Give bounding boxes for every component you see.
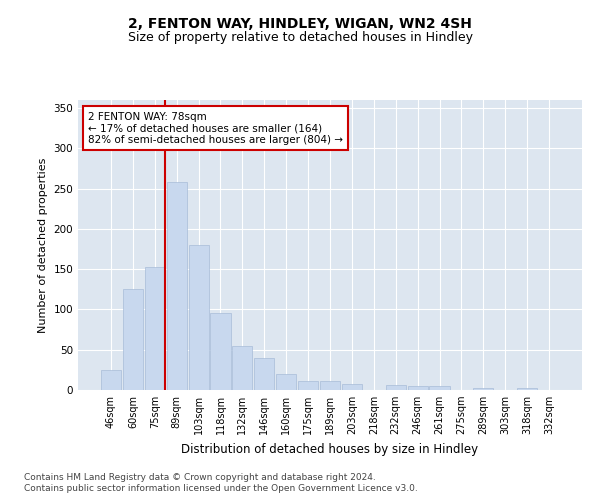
Bar (101, 370, 121, 390)
Bar (517, 388, 537, 390)
Bar (407, 386, 428, 390)
Bar (232, 346, 253, 390)
Bar (145, 267, 165, 390)
Bar (430, 386, 449, 390)
Bar (211, 314, 230, 390)
Bar (188, 245, 209, 390)
Y-axis label: Number of detached properties: Number of detached properties (38, 158, 48, 332)
Text: Contains public sector information licensed under the Open Government Licence v3: Contains public sector information licen… (24, 484, 418, 493)
Text: Contains HM Land Registry data © Crown copyright and database right 2024.: Contains HM Land Registry data © Crown c… (24, 472, 376, 482)
Bar (254, 358, 274, 390)
Bar (342, 384, 362, 390)
Bar (386, 385, 406, 390)
Text: Size of property relative to detached houses in Hindley: Size of property relative to detached ho… (128, 31, 473, 44)
Bar (123, 290, 143, 390)
Bar (167, 182, 187, 390)
X-axis label: Distribution of detached houses by size in Hindley: Distribution of detached houses by size … (181, 442, 479, 456)
Text: 2 FENTON WAY: 78sqm
← 17% of detached houses are smaller (164)
82% of semi-detac: 2 FENTON WAY: 78sqm ← 17% of detached ho… (88, 112, 343, 145)
Bar (320, 381, 340, 390)
Text: 2, FENTON WAY, HINDLEY, WIGAN, WN2 4SH: 2, FENTON WAY, HINDLEY, WIGAN, WN2 4SH (128, 18, 472, 32)
Bar (276, 374, 296, 390)
Bar (298, 381, 318, 390)
Bar (473, 388, 493, 390)
